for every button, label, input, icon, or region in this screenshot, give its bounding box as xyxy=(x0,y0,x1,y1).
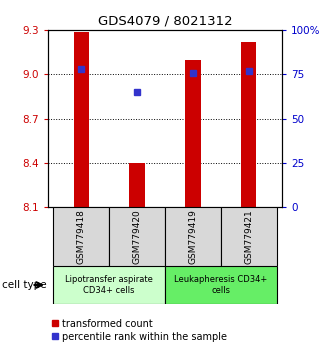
Bar xyxy=(221,207,277,266)
Text: GSM779420: GSM779420 xyxy=(133,209,142,264)
Text: GSM779419: GSM779419 xyxy=(188,209,197,264)
Text: Lipotransfer aspirate
CD34+ cells: Lipotransfer aspirate CD34+ cells xyxy=(65,275,153,295)
Bar xyxy=(53,266,165,304)
Bar xyxy=(185,59,201,207)
Text: cell type: cell type xyxy=(2,280,46,290)
Text: GSM779421: GSM779421 xyxy=(244,209,253,264)
Bar xyxy=(53,207,109,266)
Bar xyxy=(241,42,256,207)
Bar xyxy=(109,207,165,266)
Bar xyxy=(165,207,221,266)
Bar xyxy=(74,32,89,207)
Legend: transformed count, percentile rank within the sample: transformed count, percentile rank withi… xyxy=(48,315,231,346)
Title: GDS4079 / 8021312: GDS4079 / 8021312 xyxy=(98,15,232,28)
Text: Leukapheresis CD34+
cells: Leukapheresis CD34+ cells xyxy=(174,275,267,295)
Bar xyxy=(165,266,277,304)
Bar xyxy=(129,163,145,207)
Text: GSM779418: GSM779418 xyxy=(77,209,86,264)
